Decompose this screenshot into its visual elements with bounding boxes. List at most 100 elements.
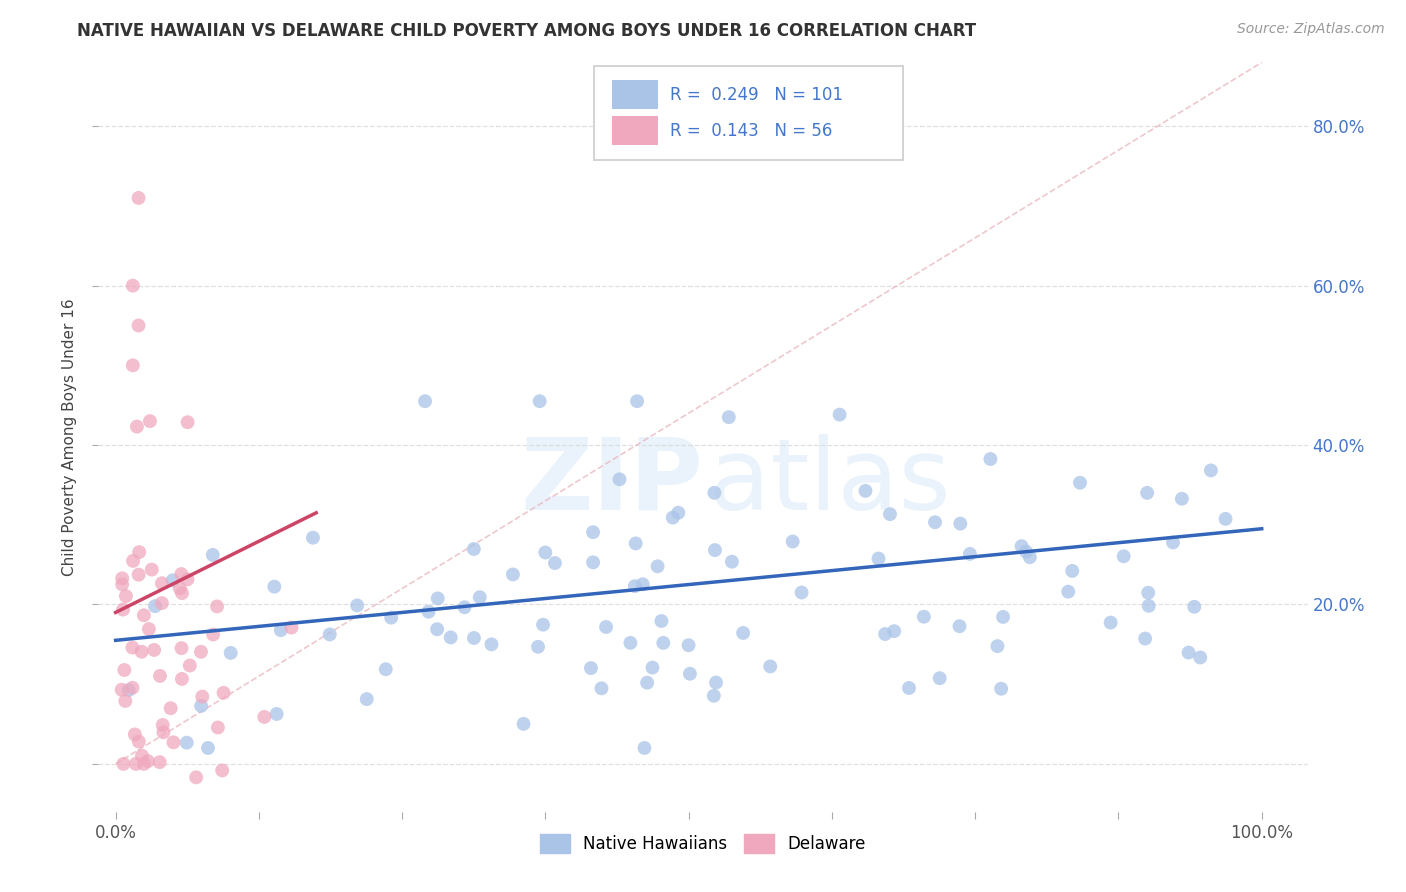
Point xyxy=(280,621,302,635)
Point xyxy=(115,589,138,603)
Point xyxy=(121,278,143,293)
Point xyxy=(132,608,155,623)
Point xyxy=(112,663,135,677)
Point xyxy=(948,619,970,633)
Point xyxy=(703,689,725,703)
Point xyxy=(169,582,191,596)
Bar xyxy=(613,116,658,145)
Text: atlas: atlas xyxy=(709,434,950,531)
Point xyxy=(463,631,485,645)
Point xyxy=(624,579,647,593)
Point xyxy=(1069,475,1091,490)
Point xyxy=(122,554,145,568)
Point xyxy=(1199,463,1222,477)
Y-axis label: Child Poverty Among Boys Under 16: Child Poverty Among Boys Under 16 xyxy=(62,298,77,576)
Point xyxy=(463,542,485,557)
Point xyxy=(579,661,602,675)
Point xyxy=(529,394,551,409)
Point xyxy=(152,725,174,739)
Point xyxy=(986,639,1008,653)
Point xyxy=(219,646,242,660)
Point xyxy=(121,359,143,373)
Point xyxy=(1057,584,1080,599)
Text: R =  0.143   N = 56: R = 0.143 N = 56 xyxy=(671,121,832,140)
Point xyxy=(426,622,449,636)
Point xyxy=(191,690,214,704)
Point xyxy=(782,534,804,549)
Point xyxy=(481,637,503,651)
Point xyxy=(124,727,146,741)
Point xyxy=(1011,539,1033,553)
Point xyxy=(959,547,981,561)
Point xyxy=(346,599,368,613)
Point xyxy=(440,631,463,645)
Point xyxy=(121,681,143,695)
Point xyxy=(1137,586,1160,600)
Point xyxy=(190,645,212,659)
Point xyxy=(582,525,605,540)
Point xyxy=(270,623,292,637)
Point xyxy=(534,545,557,559)
Point xyxy=(143,643,166,657)
Point xyxy=(626,394,648,409)
Point xyxy=(721,555,744,569)
Point xyxy=(1177,646,1199,660)
Point xyxy=(302,531,325,545)
Point xyxy=(186,770,208,784)
Point xyxy=(176,415,198,429)
Point xyxy=(512,716,534,731)
Point xyxy=(125,419,148,434)
Legend: Native Hawaiians, Delaware: Native Hawaiians, Delaware xyxy=(533,827,873,860)
Point xyxy=(413,394,436,409)
Point xyxy=(949,516,972,531)
Point xyxy=(197,741,219,756)
Point xyxy=(759,659,782,673)
Point xyxy=(319,627,342,641)
Point xyxy=(624,536,647,550)
Point xyxy=(141,563,163,577)
Point xyxy=(1062,564,1084,578)
Point xyxy=(912,609,935,624)
Point xyxy=(266,706,288,721)
Text: ZIP: ZIP xyxy=(520,434,703,531)
Point xyxy=(453,600,475,615)
Point xyxy=(170,586,193,600)
Point xyxy=(704,543,727,558)
Point xyxy=(898,681,921,695)
Point xyxy=(650,614,672,628)
Point xyxy=(1171,491,1194,506)
Point xyxy=(121,640,143,655)
Point xyxy=(179,658,201,673)
Point xyxy=(647,559,669,574)
Point xyxy=(149,669,172,683)
Point xyxy=(128,318,150,333)
Point xyxy=(125,756,148,771)
Point xyxy=(201,548,224,562)
Point xyxy=(426,591,449,606)
Point xyxy=(502,567,524,582)
Point xyxy=(118,683,141,698)
Point xyxy=(176,736,198,750)
Point xyxy=(828,408,851,422)
Point xyxy=(253,710,276,724)
Point xyxy=(112,756,135,771)
Point xyxy=(595,620,617,634)
Point xyxy=(212,686,235,700)
Point xyxy=(1136,486,1159,500)
Point xyxy=(1133,632,1156,646)
Point xyxy=(928,671,950,685)
Point xyxy=(527,640,550,654)
Point xyxy=(704,675,727,690)
Point xyxy=(128,545,150,559)
Point xyxy=(152,718,174,732)
Point xyxy=(1112,549,1135,564)
Point xyxy=(991,610,1014,624)
Point xyxy=(374,662,396,676)
Point xyxy=(263,580,285,594)
Text: R =  0.249   N = 101: R = 0.249 N = 101 xyxy=(671,86,844,103)
Point xyxy=(128,567,150,582)
Point xyxy=(609,472,631,486)
Point xyxy=(703,485,725,500)
Point xyxy=(143,599,166,614)
Point xyxy=(636,675,658,690)
